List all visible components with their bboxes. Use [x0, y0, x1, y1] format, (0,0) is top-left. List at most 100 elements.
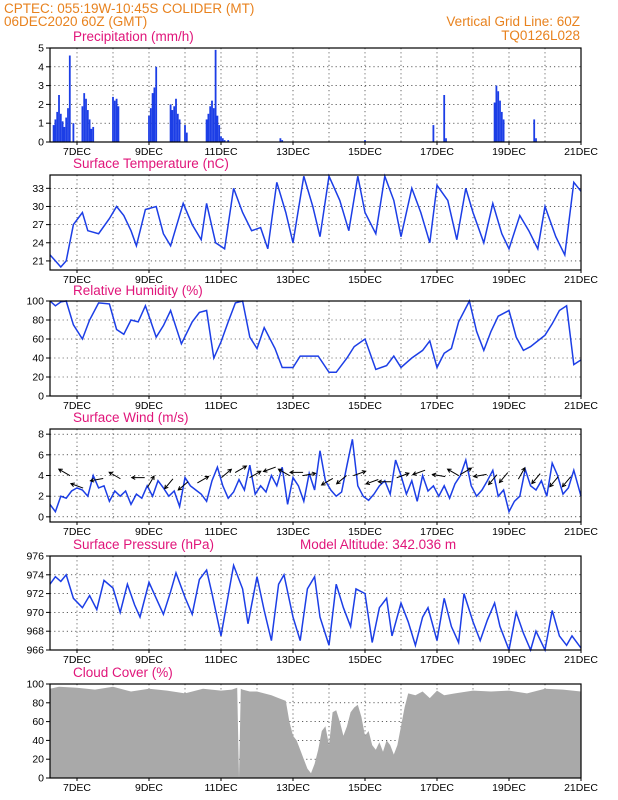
surface-wind-m-s-y-ticks: 0 2 4 6 8	[38, 429, 50, 523]
y-tick-label: 60	[32, 716, 44, 728]
y-tick-label: 6	[38, 449, 44, 461]
precip-bar	[173, 106, 176, 142]
wind-direction-arrow	[353, 470, 367, 477]
surface-temperature-nc-frame	[49, 174, 582, 271]
precipitation-mm-h-y-ticks: 0 1 2 3 4 5	[38, 43, 50, 149]
surface-temperature-nc-line	[49, 173, 582, 269]
x-tick-label: 11DEC	[204, 526, 237, 538]
wind-direction-arrow	[549, 476, 559, 488]
x-tick-label: 21DEC	[564, 400, 598, 412]
wind-direction-arrow	[163, 478, 174, 490]
precip-bar	[443, 95, 446, 142]
x-tick-label: 19DEC	[492, 526, 526, 538]
x-tick-label: 19DEC	[492, 274, 526, 286]
precip-bar	[212, 108, 215, 142]
wind-direction-arrow	[365, 479, 379, 486]
precip-bar	[59, 113, 62, 142]
precip-bar	[185, 132, 188, 142]
x-tick-label: 13DEC	[276, 654, 310, 666]
wind-direction-arrow	[177, 481, 189, 491]
precip-bar	[148, 115, 150, 142]
x-tick-label: 17DEC	[420, 654, 454, 666]
x-tick-label: 19DEC	[492, 654, 526, 666]
y-tick-label: 30	[32, 201, 44, 213]
x-tick-label: 19DEC	[492, 400, 526, 412]
precip-bar	[175, 98, 177, 142]
x-tick-label: 19DEC	[492, 782, 526, 794]
relative-humidity-line	[49, 298, 582, 374]
x-tick-label: 15DEC	[348, 526, 382, 538]
x-tick-label: 17DEC	[420, 526, 454, 538]
relative-humidity-y-ticks: 0 20 40 60 80 100	[26, 296, 50, 403]
wind-direction-arrow	[446, 468, 460, 477]
x-tick-label: 7DEC	[63, 526, 91, 538]
y-tick-label: 80	[32, 315, 44, 327]
wind-direction-arrow	[57, 468, 71, 477]
precip-bar	[72, 123, 75, 142]
x-tick-label: 15DEC	[348, 654, 382, 666]
precip-bar	[92, 126, 95, 142]
precip-bar	[68, 55, 71, 142]
precip-bar	[113, 100, 116, 142]
wind-direction-arrow	[197, 475, 210, 484]
precip-bar	[533, 119, 536, 142]
x-tick-label: 21DEC	[564, 274, 598, 286]
y-tick-label: 966	[26, 645, 44, 657]
precip-bar	[117, 106, 120, 142]
x-tick-label: 9DEC	[135, 782, 163, 794]
x-tick-label: 7DEC	[63, 400, 91, 412]
y-tick-label: 4	[38, 61, 44, 73]
precip-bar	[112, 96, 114, 142]
y-tick-label: 8	[38, 429, 44, 441]
precip-bar	[432, 125, 435, 142]
x-tick-label: 7DEC	[63, 782, 91, 794]
y-tick-label: 0	[38, 137, 44, 149]
precipitation-mm-h-x-ticks: 7DEC 9DEC 11DEC 13DEC 15DEC 17DEC 19DEC 21DEC	[63, 142, 598, 158]
precip-bar	[205, 119, 208, 142]
precip-bar	[500, 111, 503, 142]
wind-direction-arrow	[89, 477, 104, 483]
precip-bar	[227, 140, 230, 142]
precip-bar	[178, 119, 181, 142]
surface-temperature-nc-y-ticks: 21 24 27 30 33	[32, 183, 50, 267]
y-tick-label: 0	[38, 391, 44, 403]
x-tick-label: 21DEC	[564, 782, 598, 794]
precip-bar	[88, 119, 91, 142]
wind-direction-arrow	[487, 474, 498, 486]
precip-bar	[279, 138, 282, 142]
y-tick-label: 80	[32, 697, 44, 709]
precip-bar	[115, 98, 118, 142]
precip-bar	[83, 93, 86, 142]
y-tick-label: 968	[26, 626, 44, 638]
x-tick-label: 7DEC	[63, 146, 91, 158]
precipitation-mm-h-grid	[50, 48, 581, 142]
y-tick-label: 2	[38, 99, 44, 111]
y-tick-label: 974	[26, 569, 44, 581]
surface-wind-m-s-panel: 0 2 4 6 8 7DEC 9DEC 11DEC 13DEC 15DEC 17DEC 19DEC 21…	[38, 410, 598, 538]
wind-direction-arrow	[234, 465, 248, 473]
wind-direction-arrow	[411, 469, 426, 476]
x-tick-label: 7DEC	[63, 654, 91, 666]
x-tick-label: 21DEC	[564, 654, 598, 666]
panel-title: Relative Humidity (%)	[73, 283, 203, 298]
precip-bar	[151, 93, 154, 142]
vertical-grid-note: Vertical Grid Line: 60Z	[446, 14, 580, 29]
x-tick-label: 11DEC	[204, 274, 237, 286]
precip-bar	[52, 125, 55, 142]
wind-direction-arrow	[221, 468, 233, 478]
surface-pressure-hpa-y-ticks: 966 968 970 972 974 976	[26, 551, 50, 657]
y-tick-label: 24	[32, 237, 44, 249]
y-tick-label: 5	[38, 43, 44, 55]
panel-title: Surface Pressure (hPa)	[73, 537, 214, 552]
precip-bar	[502, 119, 505, 142]
precip-bar	[176, 113, 179, 142]
wind-direction-arrow	[289, 470, 304, 475]
cloud-cover-panel: 0 20 40 60 80 100 7DEC 9DEC 11DEC 13DEC 15DEC 17DEC…	[26, 665, 598, 794]
precipitation-mm-h-panel: 0 1 2 3 4 5 7DEC 9DEC 11DEC 13DEC 15DEC 17DEC 19DEC 2…	[38, 29, 598, 158]
precip-bar	[281, 140, 284, 142]
precip-bar	[58, 95, 60, 142]
wind-direction-arrow	[377, 479, 392, 485]
panel-title: Cloud Cover (%)	[73, 665, 173, 680]
wind-direction-arrow	[517, 466, 526, 480]
